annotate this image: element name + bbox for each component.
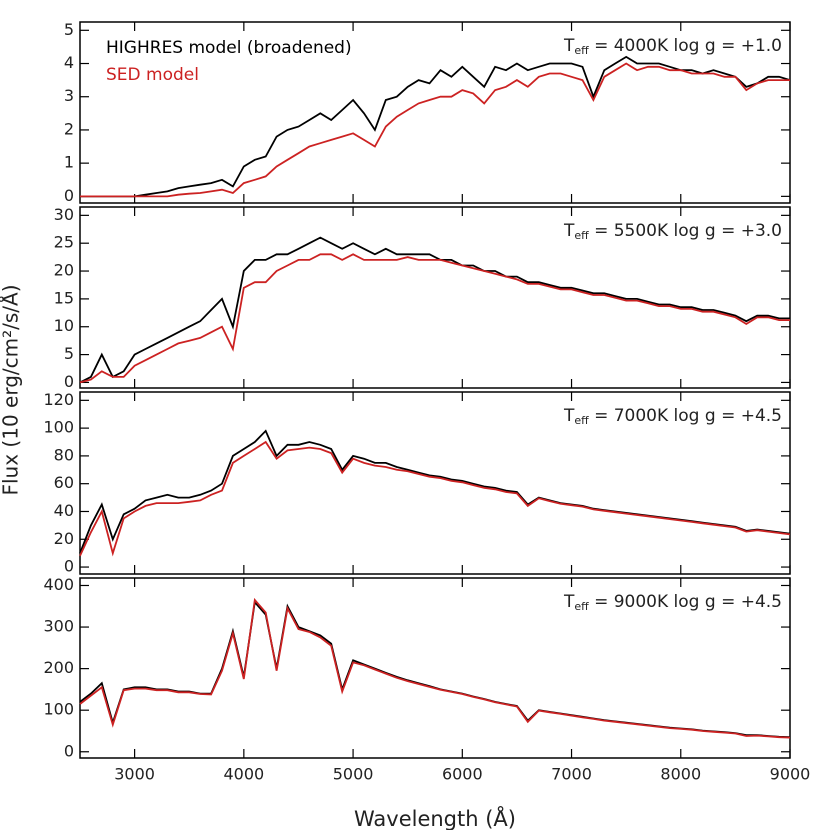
y-tick-label: 0 <box>64 557 74 576</box>
x-tick-label: 6000 <box>442 765 483 784</box>
spectrum-line <box>80 62 790 198</box>
spectrum-line <box>79 236 790 384</box>
y-tick-label: 5 <box>64 344 74 363</box>
x-tick-label: 8000 <box>660 765 701 784</box>
teff-symbol: T <box>563 36 575 56</box>
y-tick-label: 5 <box>64 20 74 39</box>
teff-subscript: eff <box>574 414 589 427</box>
teff-symbol: T <box>563 221 575 241</box>
x-tick-label: 4000 <box>223 765 264 784</box>
panel-frame <box>79 577 791 759</box>
annotation-text: = 5500K log g = +3.0 <box>589 221 782 241</box>
panel-annotation: Teff = 9000K log g = +4.5 <box>563 592 782 613</box>
x-tick-label: 9000 <box>770 765 811 784</box>
y-tick-label: 25 <box>54 233 74 252</box>
y-tick-label: 400 <box>43 575 74 594</box>
spectrum-line <box>79 253 790 384</box>
y-tick-label: 3 <box>64 86 74 105</box>
y-tick-label: 80 <box>54 445 74 464</box>
y-tick-label: 2 <box>64 119 74 138</box>
teff-subscript: eff <box>574 600 589 613</box>
annotation-text: = 4000K log g = +1.0 <box>589 36 782 56</box>
spectrum-line <box>79 440 791 557</box>
x-tick-label: 5000 <box>333 765 374 784</box>
annotation-text: = 7000K log g = +4.5 <box>589 406 782 426</box>
panel-frame <box>79 206 791 389</box>
y-tick-label: 60 <box>54 473 74 492</box>
y-tick-label: 120 <box>43 390 74 409</box>
y-tick-label: 1 <box>64 153 74 172</box>
y-tick-label: 0 <box>64 741 74 760</box>
y-tick-label: 0 <box>64 186 74 205</box>
panel-annotation: Teff = 4000K log g = +1.0 <box>563 36 782 57</box>
teff-symbol: T <box>563 406 575 426</box>
y-tick-label: 0 <box>64 372 74 391</box>
y-tick-label: 20 <box>54 529 74 548</box>
x-tick-label: 7000 <box>551 765 592 784</box>
y-tick-label: 20 <box>54 261 74 280</box>
teff-subscript: eff <box>574 229 589 242</box>
annotation-text: = 9000K log g = +4.5 <box>589 592 782 612</box>
y-tick-label: 15 <box>54 288 74 307</box>
spectrum-line <box>80 55 791 198</box>
spectrum-line <box>79 597 791 739</box>
y-tick-label: 10 <box>54 316 74 335</box>
spectrum-line <box>79 600 791 739</box>
y-axis-label: Flux (10 erg/cm²/s/Å) <box>0 284 23 495</box>
panel-frame <box>79 21 791 204</box>
panel-frame <box>79 391 791 575</box>
x-axis-label: Wavelength (Å) <box>354 805 516 830</box>
panel-annotation: Teff = 7000K log g = +4.5 <box>563 406 782 427</box>
y-tick-label: 30 <box>54 205 74 224</box>
y-tick-label: 40 <box>54 501 74 520</box>
y-tick-label: 100 <box>43 418 74 437</box>
y-tick-label: 4 <box>64 53 74 72</box>
y-tick-label: 100 <box>43 700 74 719</box>
spectrum-line <box>79 429 791 554</box>
legend-label: HIGHRES model (broadened) <box>106 38 352 58</box>
teff-subscript: eff <box>574 44 589 57</box>
teff-symbol: T <box>563 592 575 612</box>
legend-label: SED model <box>106 65 199 85</box>
panel-annotation: Teff = 5500K log g = +3.0 <box>563 221 782 242</box>
y-tick-label: 300 <box>43 617 74 636</box>
x-tick-label: 3000 <box>114 765 155 784</box>
y-tick-label: 200 <box>43 658 74 677</box>
